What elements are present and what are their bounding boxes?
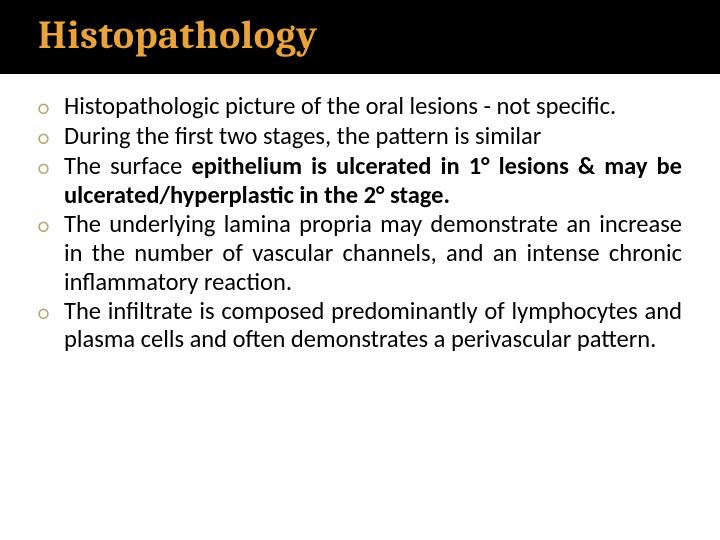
- body-area: ○ Histopathologic picture of the oral le…: [0, 74, 720, 354]
- bullet-icon: ○: [38, 152, 64, 182]
- bullet-item: ○ During the first two stages, the patte…: [38, 122, 682, 152]
- bullet-text: The infiltrate is composed predominantly…: [64, 297, 682, 355]
- bullet-text-plain: The infiltrate is composed predominantly…: [64, 296, 682, 355]
- bullet-text: The underlying lamina propria may demons…: [64, 210, 682, 297]
- bullet-text: During the first two stages, the pattern…: [64, 122, 682, 151]
- bullet-text: The surface epithelium is ulcerated in 1…: [64, 152, 682, 210]
- bullet-item: ○ The underlying lamina propria may demo…: [38, 210, 682, 297]
- bullet-item: ○ The infiltrate is composed predominant…: [38, 297, 682, 355]
- bullet-icon: ○: [38, 210, 64, 240]
- bullet-text-plain: The surface: [64, 151, 191, 181]
- bullet-item: ○ Histopathologic picture of the oral le…: [38, 92, 682, 122]
- bullet-text-plain: The underlying lamina propria may demons…: [64, 209, 682, 297]
- slide-title: Histopathology: [38, 12, 318, 58]
- bullet-icon: ○: [38, 92, 64, 122]
- bullet-text-plain: During the first two stages, the pattern…: [64, 121, 541, 151]
- bullet-icon: ○: [38, 122, 64, 152]
- bullet-item: ○ The surface epithelium is ulcerated in…: [38, 152, 682, 210]
- bullet-text: Histopathologic picture of the oral lesi…: [64, 92, 682, 121]
- bullet-text-plain: Histopathologic picture of the oral lesi…: [64, 91, 616, 121]
- title-band: Histopathology: [0, 0, 720, 74]
- slide: Histopathology ○ Histopathologic picture…: [0, 0, 720, 540]
- bullet-icon: ○: [38, 297, 64, 327]
